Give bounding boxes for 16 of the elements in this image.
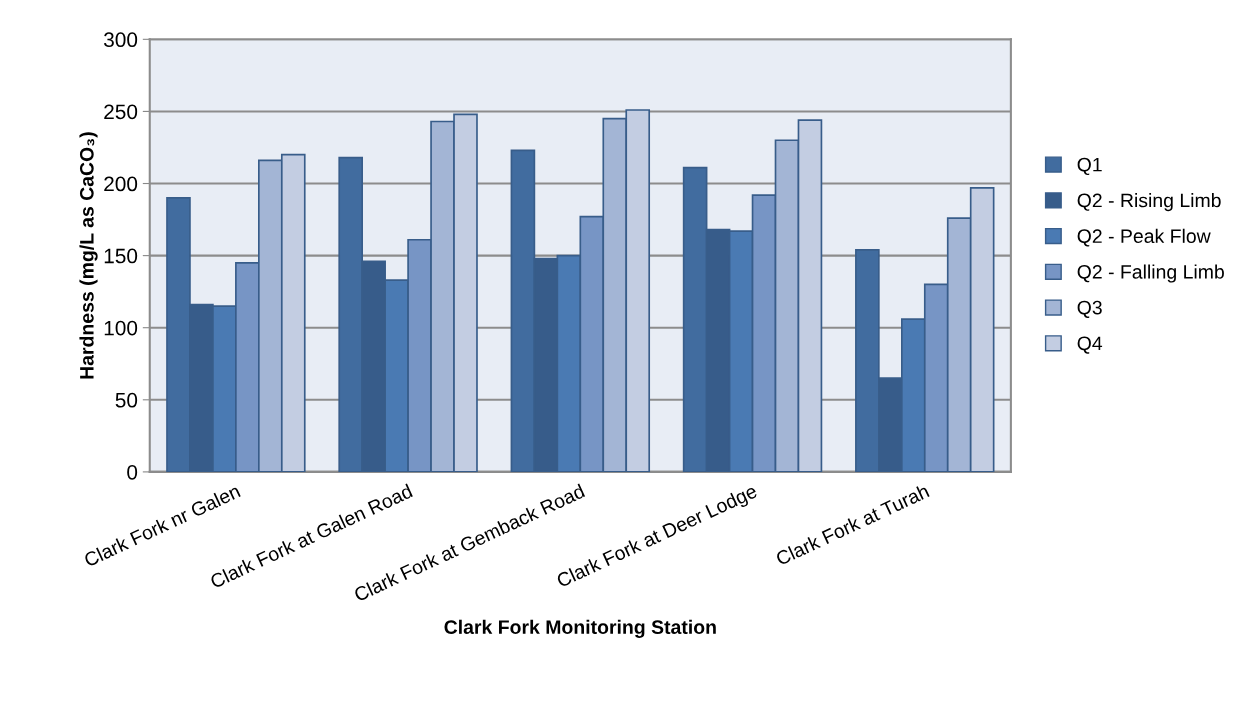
y-tick-label: 50 (115, 392, 138, 408)
y-tick-label: 0 (127, 464, 138, 480)
y-axis-title: Hardness (mg/L as CaCO₃) (79, 132, 98, 379)
x-axis-title: Clark Fork Monitoring Station (444, 619, 716, 638)
legend-label: Q3 (1077, 300, 1102, 318)
legend-label: Q2 - Peak Flow (1077, 228, 1211, 247)
y-tick-label: 150 (104, 248, 138, 264)
x-tick-label: Clark Fork at Turah (774, 483, 930, 566)
y-tick-label: 250 (104, 104, 138, 120)
legend-label: Q4 (1077, 336, 1103, 354)
legend-label: Q2 - Rising Limb (1077, 193, 1221, 212)
legend-label: Q1 (1077, 157, 1102, 176)
legend-label: Q2 - Falling Limb (1077, 264, 1224, 283)
y-tick-label: 100 (104, 320, 138, 336)
y-tick-label: 300 (103, 32, 138, 48)
y-tick-label: 200 (104, 176, 138, 192)
